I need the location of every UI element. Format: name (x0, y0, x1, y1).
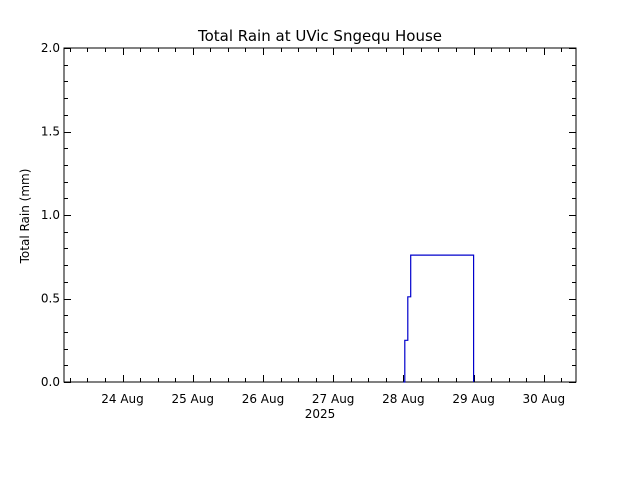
x-tick-label: 25 Aug (171, 392, 214, 406)
x-axis-label: 2025 (305, 407, 336, 421)
y-tick-label: 2.0 (41, 41, 60, 55)
x-tick-label: 28 Aug (382, 392, 425, 406)
x-tick-label: 27 Aug (312, 392, 355, 406)
y-tick-label: 0.5 (41, 292, 60, 306)
y-axis-label: Total Rain (mm) (18, 169, 32, 265)
x-tick-label: 24 Aug (101, 392, 144, 406)
x-tick-label: 29 Aug (452, 392, 495, 406)
y-tick-label: 1.0 (41, 208, 60, 222)
x-tick-label: 30 Aug (523, 392, 566, 406)
y-tick-label: 0.0 (41, 375, 60, 389)
chart-title: Total Rain at UVic Sngequ House (197, 27, 442, 45)
x-tick-label: 26 Aug (242, 392, 285, 406)
y-tick-label: 1.5 (41, 125, 60, 139)
rain-series-line (403, 254, 475, 383)
plot-frame (63, 47, 577, 383)
